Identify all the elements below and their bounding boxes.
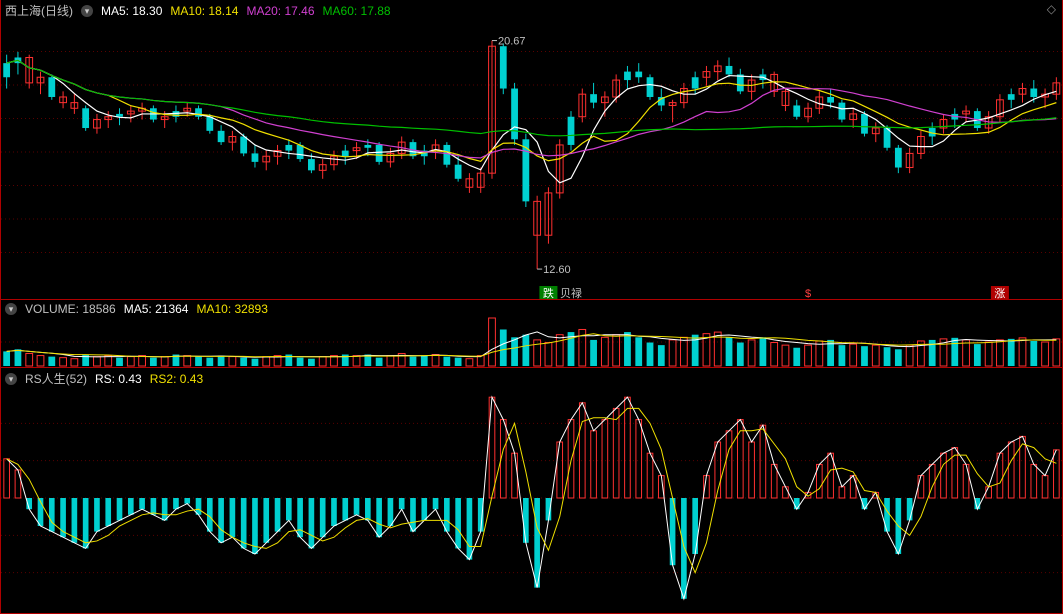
volume-label: VOLUME: 18586 bbox=[25, 302, 116, 316]
volume-panel[interactable]: ▾ VOLUME: 18586 MA5: 21364 MA10: 32893 bbox=[0, 300, 1063, 368]
ma20-label: MA20: 17.46 bbox=[246, 4, 314, 18]
vol-ma5-label: MA5: 21364 bbox=[124, 302, 189, 316]
volume-header: ▾ VOLUME: 18586 MA5: 21364 MA10: 32893 bbox=[5, 302, 268, 316]
vol-ma10-label: MA10: 32893 bbox=[196, 302, 267, 316]
svg-text:12.60: 12.60 bbox=[543, 264, 571, 276]
svg-text:$: $ bbox=[805, 288, 811, 300]
svg-text:20.67: 20.67 bbox=[498, 36, 526, 48]
price-canvas[interactable]: 20.67 12.60 跌贝禄 $ 涨 bbox=[1, 0, 1062, 300]
dropdown-icon[interactable]: ▾ bbox=[5, 373, 17, 385]
ma60-label: MA60: 17.88 bbox=[323, 4, 391, 18]
svg-text:贝禄: 贝禄 bbox=[560, 286, 582, 300]
svg-text:涨: 涨 bbox=[994, 287, 1005, 300]
rs-title: RS人生(52) bbox=[25, 370, 87, 387]
rs-header: ▾ RS人生(52) RS: 0.43 RS2: 0.43 bbox=[5, 370, 203, 387]
price-chart-panel[interactable]: 西上海(日线) ▾ MA5: 18.30 MA10: 18.14 MA20: 1… bbox=[0, 0, 1063, 300]
stock-title: 西上海(日线) bbox=[5, 2, 73, 19]
dropdown-icon[interactable]: ▾ bbox=[5, 303, 17, 315]
rs-canvas[interactable] bbox=[1, 368, 1062, 614]
rs2-value: RS2: 0.43 bbox=[150, 372, 203, 386]
dropdown-icon[interactable]: ▾ bbox=[81, 5, 93, 17]
ma5-label: MA5: 18.30 bbox=[101, 4, 162, 18]
rs-value: RS: 0.43 bbox=[95, 372, 142, 386]
rs-indicator-panel[interactable]: ▾ RS人生(52) RS: 0.43 RS2: 0.43 bbox=[0, 368, 1063, 614]
svg-text:跌: 跌 bbox=[543, 286, 554, 300]
price-header: 西上海(日线) ▾ MA5: 18.30 MA10: 18.14 MA20: 1… bbox=[5, 2, 391, 19]
ma10-label: MA10: 18.14 bbox=[170, 4, 238, 18]
